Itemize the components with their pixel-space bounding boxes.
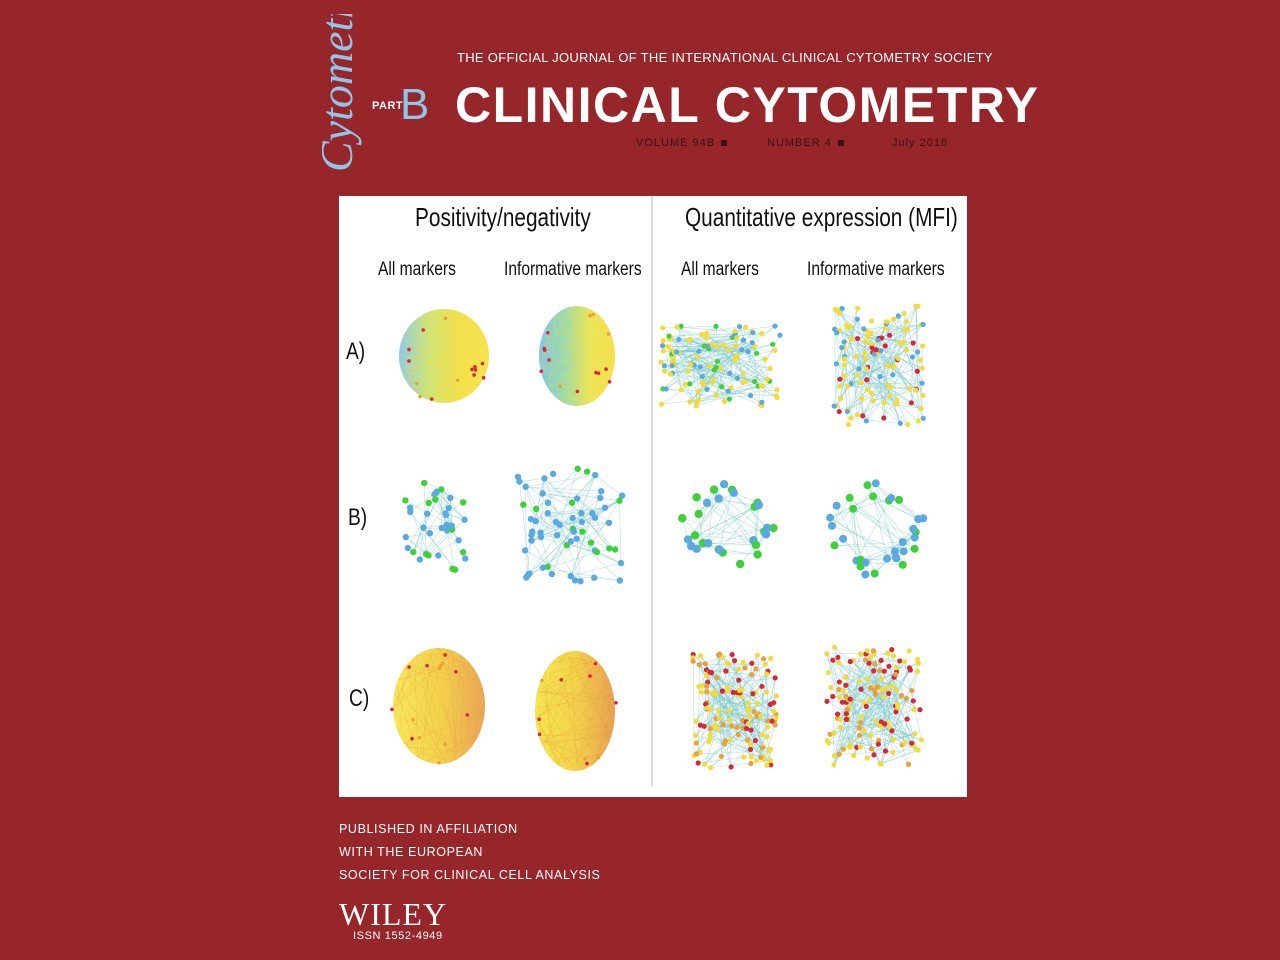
network-c-all-mfi (690, 651, 779, 771)
journal-title: CLINICAL CYTOMETRY (455, 77, 1040, 133)
column-label: All markers (681, 259, 759, 280)
svg-text:Cytometry: Cytometry (322, 14, 362, 172)
column-label: Informative markers (504, 259, 642, 280)
cytometry-script-logo: Cytometry (322, 14, 362, 172)
network-a-informative-mfi (831, 303, 926, 428)
network-b-all-pos (402, 479, 469, 573)
column-label: All markers (378, 259, 456, 280)
network-c-all-pos (390, 647, 485, 765)
part-label: PART (372, 100, 404, 112)
number-label: NUMBER 4 (767, 137, 844, 149)
row-label: A) (346, 338, 366, 365)
network-b-all-mfi (678, 480, 778, 569)
journal-tagline: THE OFFICIAL JOURNAL OF THE INTERNATIONA… (457, 50, 993, 65)
affiliation-line: PUBLISHED IN AFFILIATION (339, 822, 518, 836)
network-b-informative-mfi (826, 479, 928, 579)
affiliation-line: SOCIETY FOR CLINICAL CELL ANALYSIS (339, 868, 601, 882)
affiliation-line: WITH THE EUROPEAN (339, 845, 484, 859)
left-panel-title: Positivity/negativity (415, 202, 591, 232)
part-letter: B (400, 80, 430, 129)
network-b-informative-pos (514, 465, 626, 585)
row-label: B) (348, 504, 368, 531)
volume-label: VOLUME 94B (636, 137, 728, 149)
square-bullet-icon (721, 140, 728, 147)
network-c-informative-pos (534, 651, 618, 772)
network-a-all-mfi (658, 323, 783, 409)
column-label: Informative markers (807, 259, 945, 280)
network-graphs (390, 196, 928, 786)
square-bullet-icon (837, 140, 844, 147)
issn-label: ISSN 1552-4949 (353, 930, 443, 942)
network-c-informative-mfi (824, 644, 925, 768)
row-label: C) (349, 685, 370, 712)
network-a-all-pos (398, 309, 489, 404)
right-panel-title: Quantitative expression (MFI) (685, 202, 958, 232)
publisher-logo: WILEY (339, 896, 448, 932)
cover-figure: Positivity/negativity Quantitative expre… (339, 196, 967, 797)
network-a-informative-pos (538, 305, 615, 406)
issue-date: July 2018 (892, 137, 949, 149)
